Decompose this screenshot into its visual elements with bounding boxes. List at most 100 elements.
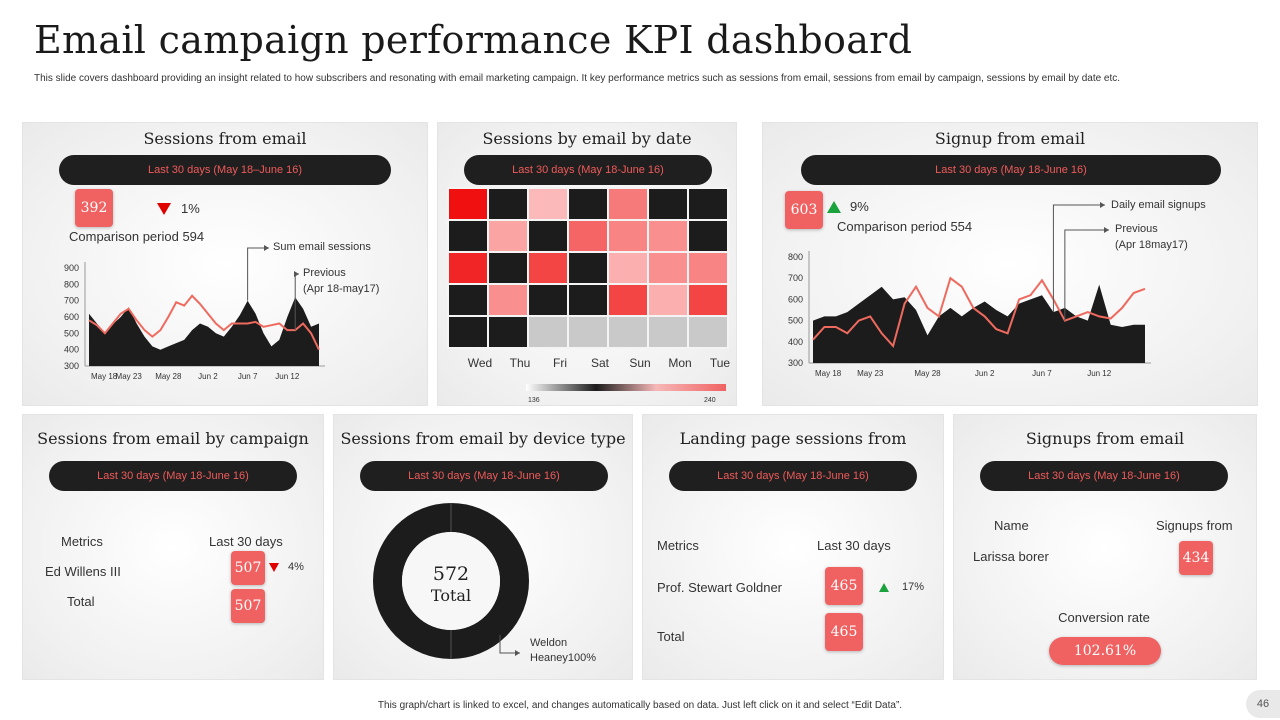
y-tick-label: 500 — [64, 328, 79, 338]
campaign-panel: Sessions from email by campaign Last 30 … — [22, 414, 324, 680]
heatmap-cell — [649, 253, 687, 283]
sessions-range-pill[interactable]: Last 30 days (May 18–June 16) — [59, 155, 391, 185]
signups2-conversion-label: Conversion rate — [1058, 610, 1150, 625]
callout-arrowhead — [294, 271, 299, 277]
x-tick-label: May 28 — [914, 369, 941, 378]
heatmap-legend-min: 136 — [528, 397, 540, 404]
heatmap-cell — [489, 285, 527, 315]
y-tick-label: 900 — [64, 263, 79, 273]
landing-title: Landing page sessions from — [679, 429, 907, 448]
date-title: Sessions by email by date — [482, 129, 692, 148]
signups2-range-pill[interactable]: Last 30 days (May 18-June 16) — [980, 461, 1228, 491]
heatmap-cell — [529, 221, 567, 251]
campaign-row1-name: Ed Willens III — [45, 564, 121, 579]
device-range-pill[interactable]: Last 30 days (May 18-June 16) — [360, 461, 608, 491]
signup-panel: Signup from email Last 30 days (May 18-J… — [762, 122, 1258, 406]
heatmap-cell — [489, 253, 527, 283]
date-range-pill[interactable]: Last 30 days (May 18-June 16) — [464, 155, 712, 185]
signups2-title: Signups from email — [1025, 429, 1185, 448]
heatmap-cell — [569, 317, 607, 347]
x-tick-label: May 18 — [91, 372, 118, 381]
x-tick-label: May 28 — [155, 372, 182, 381]
x-tick-label: Jun 2 — [198, 372, 218, 381]
campaign-range-pill[interactable]: Last 30 days (May 18-June 16) — [49, 461, 297, 491]
heatmap-cell — [449, 317, 487, 347]
heatmap-column-label: Mon — [668, 356, 691, 370]
heatmap-cell — [489, 221, 527, 251]
callout-leader-line — [247, 247, 269, 301]
down-arrow-icon — [269, 563, 279, 572]
heatmap-cell — [609, 317, 647, 347]
callout-arrowhead — [264, 245, 269, 251]
signup-callout-prev: Previous — [1115, 223, 1158, 235]
x-tick-label: Jun 7 — [1032, 369, 1052, 378]
heatmap-column-label: Wed — [468, 356, 492, 370]
y-tick-label: 800 — [64, 279, 79, 289]
heatmap-cell — [449, 253, 487, 283]
x-tick-label: Jun 7 — [238, 372, 258, 381]
campaign-col-last: Last 30 days — [209, 534, 283, 549]
y-tick-label: 800 — [788, 252, 803, 262]
donut-hole — [402, 532, 500, 630]
callout-arrowhead — [1104, 227, 1109, 233]
landing-row1-badge: 465 — [825, 567, 863, 605]
y-tick-label: 700 — [64, 296, 79, 306]
x-tick-label: May 23 — [116, 372, 143, 381]
sessions-callout-main: Sum email sessions — [273, 241, 371, 253]
landing-range-pill[interactable]: Last 30 days (May 18-June 16) — [669, 461, 917, 491]
line-series-previous — [88, 294, 320, 351]
heatmap-cell — [609, 189, 647, 219]
donut-total-value: 572 — [432, 563, 470, 585]
x-tick-label: Jun 2 — [975, 369, 995, 378]
signup-title: Signup from email — [934, 129, 1086, 148]
sessions-title: Sessions from email — [143, 129, 307, 148]
heatmap-cell — [609, 285, 647, 315]
heatmap-cell — [649, 317, 687, 347]
landing-col-last: Last 30 days — [817, 538, 891, 553]
signup-range-pill[interactable]: Last 30 days (May 18-June 16) — [801, 155, 1221, 185]
heatmap-cell — [489, 317, 527, 347]
signups2-row1-badge: 434 — [1179, 541, 1213, 575]
landing-col-metrics: Metrics — [657, 538, 699, 553]
signups2-conversion-badge: 102.61% — [1049, 637, 1161, 665]
date-heatmap: Wed Thu Fri Sat Sun Mon Tue 136 240 — [447, 187, 730, 404]
heatmap-cell — [609, 253, 647, 283]
donut-total-label: Total — [430, 586, 472, 605]
y-tick-label: 400 — [788, 337, 803, 347]
sessions-callout-prev-range: (Apr 18-may17) — [303, 283, 380, 295]
heatmap-cell — [689, 317, 727, 347]
heatmap-cell — [529, 317, 567, 347]
signup-comparison: Comparison period 554 — [837, 219, 973, 234]
heatmap-cell — [529, 189, 567, 219]
heatmap-cell — [689, 253, 727, 283]
heatmap-column-label: Fri — [553, 356, 567, 370]
sessions-change: 1% — [181, 201, 200, 216]
sessions-panel: Sessions from email Last 30 days (May 18… — [22, 122, 428, 406]
heatmap-column-label: Thu — [510, 356, 531, 370]
area-series-current — [89, 297, 319, 366]
heatmap-legend-bar — [526, 384, 726, 391]
landing-row2-badge: 465 — [825, 613, 863, 651]
signups2-col-signups: Signups from — [1156, 518, 1233, 533]
heatmap-cell — [689, 285, 727, 315]
page-number: 46 — [1246, 690, 1280, 718]
line-series-previous — [812, 276, 1146, 349]
landing-row1-change: 17% — [902, 581, 925, 593]
device-panel: Sessions from email by device type Last … — [333, 414, 633, 680]
landing-panel: Landing page sessions from Last 30 days … — [642, 414, 944, 680]
page-title: Email campaign performance KPI dashboard — [34, 18, 913, 62]
sessions-value-badge: 392 — [75, 189, 113, 227]
device-title: Sessions from email by device type — [340, 429, 626, 448]
footer-note: This graph/chart is linked to excel, and… — [377, 700, 903, 711]
heatmap-column-label: Sun — [629, 356, 650, 370]
x-tick-label: May 18 — [815, 369, 842, 378]
signup-callout-prev-range: (Apr 18may17) — [1115, 239, 1188, 251]
heatmap-cell — [569, 285, 607, 315]
y-tick-label: 300 — [788, 358, 803, 368]
heatmap-cell — [449, 221, 487, 251]
heatmap-cell — [689, 221, 727, 251]
signups2-col-name: Name — [994, 518, 1029, 533]
date-panel: Sessions by email by date Last 30 days (… — [437, 122, 737, 406]
x-tick-label: May 23 — [857, 369, 884, 378]
